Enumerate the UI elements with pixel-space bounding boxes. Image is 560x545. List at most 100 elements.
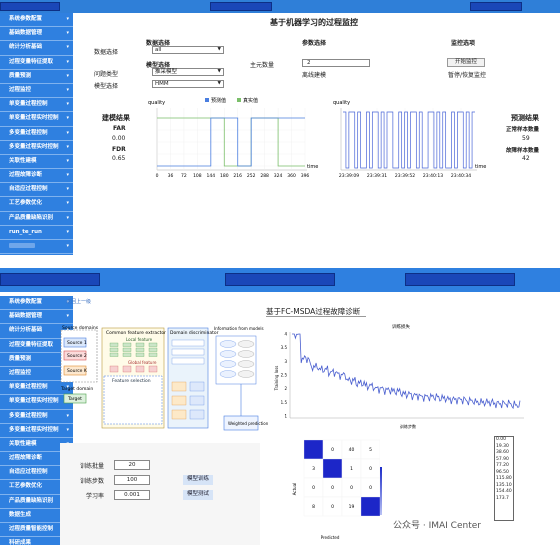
sidebar-item[interactable]: 多变量过程控制 ▾ [0,410,73,424]
training-panel [60,443,260,545]
model-select[interactable]: HMM ▼ [152,80,224,88]
chart1-xtick: 324 [274,173,283,179]
target-label: Target [67,396,82,402]
sidebar-item[interactable]: 基础数据管理 ▾ [0,310,73,325]
quality-chart: quality 预测值 真实值 time 0 36 72 108 144 180 216 25… [148,97,318,179]
start-monitor-button[interactable]: 开始监控 [447,58,485,67]
pred-title: 预测结果 [511,114,539,122]
far-value: 0.00 [112,135,126,142]
batch-label: 训练批量 [80,463,105,470]
list-item: 77.20 [496,463,509,468]
sidebar-item[interactable]: 多变量过程实时控制 ▾ [0,141,73,155]
model-select-group: 模型选择 [146,62,171,69]
sidebar-item-label: 统计分析基础 [9,44,43,51]
sidebar-item[interactable]: 基础数据管理 ▾ [0,27,73,42]
chart1-xtick: 72 [181,173,187,179]
sidebar-item-label: 过程监控 [9,369,32,376]
top-header-block [210,2,272,11]
sidebar-top: 系统参数配置 ▾ 基础数据管理 ▾ 统计分析基础 ▾ 过程变量特征提取 ▾ 质量预测 ▾ 过程监控 ▾… [0,13,73,255]
pca-input[interactable]: 2 [302,59,370,67]
chart2-ylabel: quality [333,100,350,106]
sidebar-item[interactable]: 过程监控 ▾ [0,84,73,99]
chart1-xtick: 144 [207,173,216,179]
cm-cell [303,439,324,460]
offline-model-button[interactable]: 离线建模 [302,72,327,79]
chevron-down-icon: ▾ [66,299,69,305]
test-button[interactable]: 模型测试 [183,490,213,500]
cm-cell-value: 3 [312,466,315,472]
sourcek-label: Source K [67,368,88,374]
sidebar-item[interactable]: ▾ [0,240,73,255]
list-item: 38.60 [496,450,509,455]
chart1-xtick: 180 [220,173,229,179]
top-logo-block [0,2,60,11]
list-item: 19.30 [496,443,509,449]
legend-pred-swatch [205,98,209,102]
data-select[interactable]: all ▼ [152,46,224,54]
chevron-down-icon: ▾ [66,30,69,37]
chevron-down-icon: ▼ [217,47,221,52]
list-item: 173.7 [496,495,509,501]
sidebar-item[interactable]: 单变量过程实时控制 ▾ [0,112,73,127]
sidebar-item[interactable]: 多变量过程实时控制 ▾ [0,424,73,438]
data-select-group: 数据选择 [146,40,171,47]
feature-selection-label: Feature selection [112,378,151,384]
fault-count-label: 故障样本数量 [506,148,540,154]
normal-count-label: 正常样本数量 [506,127,540,133]
sidebar-item[interactable]: 过程故障诊断 ▾ [0,169,73,184]
train-button[interactable]: 模型训练 [183,475,213,485]
cm-cell-value: 0 [331,504,334,510]
sidebar-item[interactable]: 质量预测 ▾ [0,70,73,84]
pause-monitor-button[interactable]: 暂停/恢复监控 [448,72,487,79]
lr-input[interactable]: 0.001 [114,490,150,500]
sidebar-item[interactable]: 多变量过程控制 ▾ [0,127,73,141]
loss-xlabel: 训练步数 [400,423,416,429]
sidebar-item-label: 过程故障诊断 [9,172,43,179]
sidebar-item-label: 关联性建模 [9,157,37,164]
chevron-down-icon: ▾ [66,313,69,320]
cm-xlabel: Predicted [321,535,340,540]
fdr-value: 0.65 [112,155,126,162]
breadcrumb-back[interactable]: 返回上一级 [66,299,92,305]
source2-box [63,350,87,361]
source2-label: Source 2 [67,353,87,359]
sidebar-item[interactable]: 关联性建模 ▾ [0,155,73,170]
chevron-down-icon: ▾ [66,186,69,193]
batch-input[interactable]: 20 [114,460,150,470]
chevron-down-icon: ▾ [66,172,69,179]
sidebar-item-label: 基础数据管理 [9,313,43,320]
sidebar-item-label: 单变量过程控制 [9,384,48,391]
sidebar-item[interactable]: 系统参数配置 ▾ [0,13,73,28]
sidebar-item[interactable]: 单变量过程控制 ▾ [0,381,73,396]
problem-type-select[interactable]: 推采模型 ▼ [152,68,224,76]
epochs-input[interactable]: 100 [114,475,150,485]
fdr-label: FDR [112,146,126,153]
sidebar-item-label [9,243,35,248]
sidebar-item[interactable]: 过程变量特征提取 ▾ [0,56,73,70]
sidebar-item-label: 质量预测 [9,72,32,79]
chart1-xtick: 252 [247,173,256,179]
info-label: Information from models [214,326,264,331]
sidebar-item[interactable]: 工艺参数优化 ▾ [0,197,73,212]
sidebar-item-label: 过程故障诊断 [9,455,43,462]
chart2-xtick: 23:40:13 [423,173,443,179]
sidebar-item[interactable]: 单变量过程控制 ▾ [0,98,73,113]
sidebar-item-label: 多变量过程实时控制 [9,426,59,433]
cm-cell-value: 8 [312,504,315,510]
cm-cell-value: 0 [331,485,334,491]
sidebar-item-label: 基础数据管理 [9,30,43,37]
global-feature-label: Global feature [128,360,157,365]
sidebar-item-label: run_te_run [9,228,42,235]
chart1-xtick: 0 [156,173,159,179]
sidebar-item[interactable]: 统计分析基础 ▾ [0,41,73,56]
sidebar-item[interactable]: 自适应过程控制 ▾ [0,183,73,198]
cm-cell-value: 19 [349,504,355,510]
sidebar-item[interactable]: 产品质量缺陷识别 ▾ [0,212,73,226]
sourcek-box [63,365,87,376]
loss-ytick: 1 [284,414,287,419]
top-bar [0,0,560,13]
chevron-down-icon: ▾ [66,228,69,235]
pca-label: 主元数量 [250,62,275,69]
sidebar-item[interactable]: 系统参数配置 ▾ [0,296,73,311]
sidebar-item[interactable]: run_te_run ▾ [0,226,73,240]
